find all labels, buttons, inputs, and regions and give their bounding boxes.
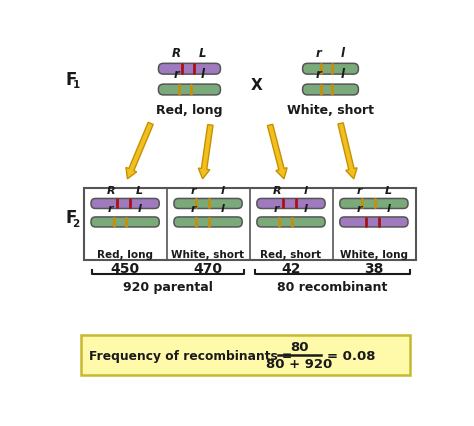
Text: 80: 80	[290, 340, 309, 353]
Text: l: l	[220, 185, 224, 195]
Text: R: R	[273, 185, 281, 195]
Text: r: r	[191, 185, 197, 195]
Text: 42: 42	[281, 262, 301, 276]
Text: r: r	[191, 204, 197, 213]
FancyBboxPatch shape	[158, 64, 220, 75]
Text: 80 recombinant: 80 recombinant	[277, 281, 387, 294]
Text: r: r	[357, 185, 362, 195]
Text: l: l	[220, 204, 224, 213]
Text: r: r	[316, 68, 322, 81]
Text: Red, long: Red, long	[97, 249, 153, 259]
FancyBboxPatch shape	[257, 199, 325, 209]
Text: l: l	[386, 204, 390, 213]
Text: l: l	[340, 47, 344, 60]
Text: White, short: White, short	[287, 104, 374, 117]
Text: r: r	[108, 204, 114, 213]
FancyBboxPatch shape	[91, 199, 159, 209]
FancyBboxPatch shape	[302, 85, 358, 96]
FancyBboxPatch shape	[174, 217, 242, 227]
Text: 1: 1	[73, 80, 80, 90]
Text: 470: 470	[193, 262, 223, 276]
Text: White, long: White, long	[340, 249, 408, 259]
Text: Frequency of recombinants =: Frequency of recombinants =	[89, 349, 296, 362]
FancyBboxPatch shape	[91, 217, 159, 227]
Text: X: X	[251, 78, 263, 93]
Text: White, short: White, short	[172, 249, 245, 259]
FancyBboxPatch shape	[158, 85, 220, 96]
Text: r: r	[316, 47, 322, 60]
Text: l: l	[201, 68, 204, 81]
Text: R: R	[107, 185, 115, 195]
Text: l: l	[137, 204, 141, 213]
Text: 80 + 920: 80 + 920	[266, 357, 333, 370]
Text: 2: 2	[73, 218, 80, 228]
Polygon shape	[126, 123, 153, 179]
Text: F: F	[65, 209, 77, 227]
Text: l: l	[340, 68, 344, 81]
FancyBboxPatch shape	[81, 335, 410, 375]
Text: R: R	[172, 47, 181, 60]
FancyBboxPatch shape	[174, 199, 242, 209]
Polygon shape	[267, 125, 287, 179]
Text: 920 parental: 920 parental	[123, 281, 213, 294]
Text: l: l	[303, 185, 307, 195]
Text: L: L	[385, 185, 392, 195]
Polygon shape	[338, 124, 357, 179]
Text: r: r	[274, 204, 279, 213]
FancyBboxPatch shape	[84, 189, 416, 260]
Text: Red, long: Red, long	[156, 104, 223, 117]
Text: Red, short: Red, short	[260, 249, 321, 259]
Text: r: r	[357, 204, 362, 213]
Text: 38: 38	[364, 262, 383, 276]
FancyBboxPatch shape	[302, 64, 358, 75]
Polygon shape	[198, 125, 213, 179]
Text: F: F	[65, 71, 77, 89]
FancyBboxPatch shape	[340, 199, 408, 209]
Text: l: l	[303, 204, 307, 213]
Text: 450: 450	[110, 262, 140, 276]
Text: r: r	[173, 68, 179, 81]
FancyBboxPatch shape	[340, 217, 408, 227]
Text: L: L	[136, 185, 143, 195]
Text: L: L	[199, 47, 206, 60]
Text: = 0.08: = 0.08	[328, 349, 376, 362]
FancyBboxPatch shape	[257, 217, 325, 227]
